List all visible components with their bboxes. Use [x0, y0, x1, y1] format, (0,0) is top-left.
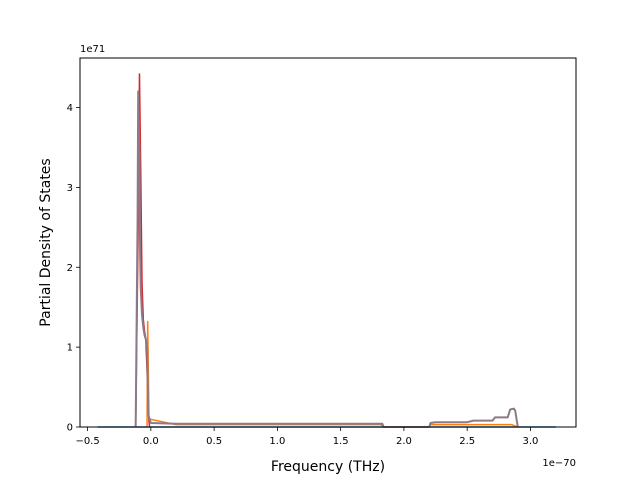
y-tick-label: 1: [67, 343, 73, 354]
x-axis: −0.5 0.0 0.5 1.0 1.5 2.0 2.5 3.0: [75, 427, 538, 447]
x-tick-label: 1.5: [333, 436, 349, 447]
series-line-3: [134, 90, 519, 428]
y-tick-label: 2: [67, 263, 73, 274]
x-axis-label: Frequency (THz): [271, 459, 385, 475]
x-tick-label: 3.0: [522, 436, 538, 447]
x-tick-label: 0.0: [143, 436, 159, 447]
y-tick-label: 4: [67, 103, 73, 114]
series-layer: [97, 73, 556, 428]
x-offset-label: 1e−70: [542, 458, 576, 469]
plot-frame: [79, 57, 577, 428]
x-tick-label: 1.0: [269, 436, 285, 447]
x-tick-label: −0.5: [75, 436, 99, 447]
y-axis: 0 1 2 3 4: [67, 103, 80, 434]
x-tick-label: 2.0: [396, 436, 412, 447]
y-offset-label: 1e71: [80, 44, 105, 55]
y-tick-label: 3: [67, 183, 73, 194]
series-line-2: [146, 320, 519, 428]
y-tick-label: 0: [67, 423, 73, 434]
x-tick-label: 2.5: [459, 436, 475, 447]
y-axis-label: Partial Density of States: [38, 158, 54, 326]
x-tick-label: 0.5: [206, 436, 222, 447]
